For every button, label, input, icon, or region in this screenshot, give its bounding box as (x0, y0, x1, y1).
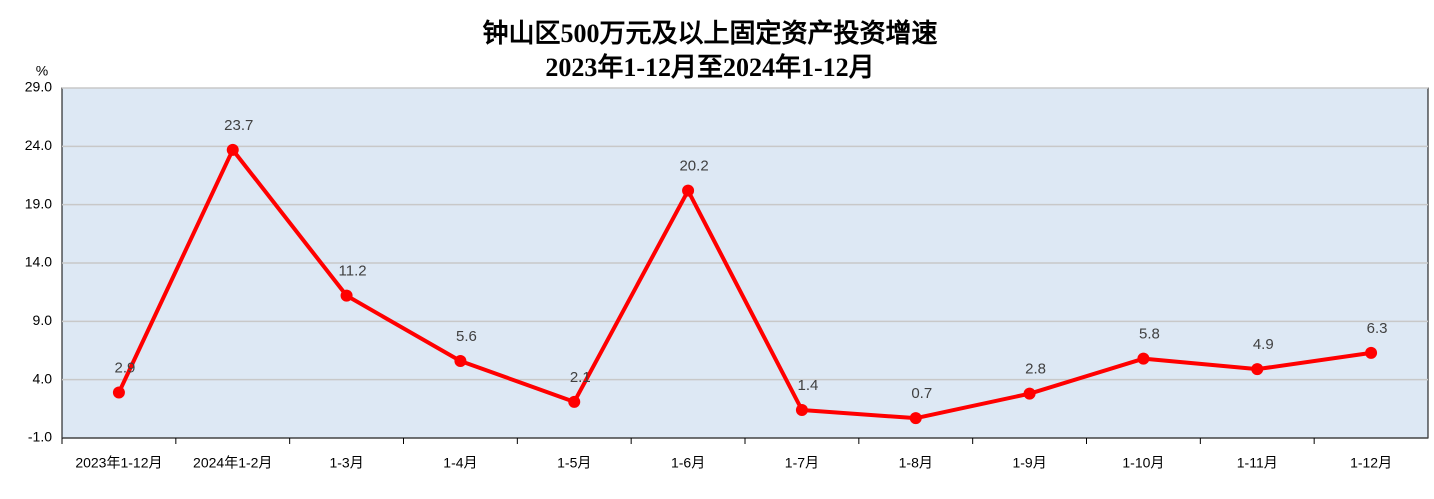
marker (795, 404, 808, 416)
marker (568, 395, 581, 408)
y-tick-label: 24.0 (25, 137, 52, 153)
data-label: 5.6 (456, 328, 477, 345)
x-tick-label: 1-6月 (671, 455, 705, 471)
data-label: 4.9 (1253, 336, 1274, 353)
chart-title: 钟山区500万元及以上固定资产投资增速 (482, 18, 937, 48)
marker (682, 184, 695, 197)
y-tick-label: 29.0 (25, 79, 52, 95)
marker (112, 386, 125, 399)
marker (454, 355, 467, 367)
y-tick-label: -1.0 (28, 429, 52, 445)
data-label: 20.2 (679, 158, 708, 175)
marker (909, 412, 922, 425)
data-label: 5.8 (1139, 326, 1160, 343)
y-tick-label: 9.0 (33, 312, 53, 328)
y-axis-label: % (36, 63, 48, 79)
chart-subtitle: 2023年1-12月至2024年1-12月 (545, 52, 874, 82)
marker (226, 143, 239, 156)
marker (1251, 363, 1264, 376)
data-label: 0.7 (911, 385, 932, 402)
marker (340, 289, 353, 302)
data-label: 11.2 (339, 263, 367, 280)
marker (1365, 346, 1378, 359)
x-tick-label: 1-12月 (1350, 455, 1392, 471)
marker (1137, 352, 1150, 365)
x-tick-label: 1-7月 (785, 455, 819, 471)
data-label: 6.3 (1367, 320, 1388, 337)
x-tick-label: 1-10月 (1122, 455, 1164, 471)
x-tick-label: 1-3月 (329, 455, 363, 471)
x-tick-label: 1-4月 (443, 455, 477, 471)
data-label: 2.1 (570, 369, 591, 386)
x-tick-label: 2024年1-2月 (193, 455, 272, 471)
x-tick-label: 1-5月 (557, 455, 591, 471)
line (117, 147, 1372, 421)
data-label: 1.4 (797, 377, 818, 394)
x-tick-label: 1-9月 (1012, 455, 1046, 471)
marker (1023, 387, 1036, 400)
y-tick-label: 14.0 (25, 254, 52, 270)
data-label: 23.7 (224, 117, 253, 134)
x-tick-label: 1-11月 (1237, 455, 1278, 471)
data-label: 2.8 (1025, 361, 1046, 378)
y-tick-label: 4.0 (33, 370, 53, 386)
x-tick-label: 2023年1-12月 (75, 455, 162, 471)
x-tick-label: 1-8月 (899, 455, 933, 471)
data-label: 2.9 (114, 359, 135, 376)
y-tick-label: 19.0 (25, 195, 52, 211)
